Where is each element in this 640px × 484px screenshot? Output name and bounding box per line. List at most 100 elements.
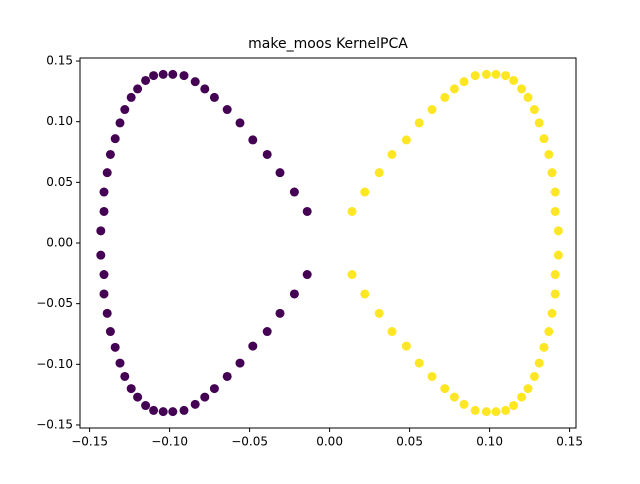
point [99, 206, 109, 216]
point [523, 384, 533, 394]
point [209, 384, 219, 394]
point [179, 71, 189, 81]
point [102, 308, 112, 318]
point [529, 105, 539, 115]
point [99, 187, 109, 197]
point [517, 84, 527, 94]
point [481, 407, 491, 417]
point [102, 168, 112, 178]
point [149, 71, 159, 81]
point [427, 371, 437, 381]
point [141, 75, 151, 85]
point [360, 187, 370, 197]
point [275, 308, 285, 318]
point [449, 392, 459, 402]
point [534, 118, 544, 128]
point [440, 384, 450, 394]
y-tick-label: 0.00 [46, 236, 73, 250]
point [449, 84, 459, 94]
point [289, 187, 299, 197]
point [534, 358, 544, 368]
point [491, 69, 501, 79]
point [190, 399, 200, 409]
point [517, 392, 527, 402]
x-tick-label: 0.15 [556, 435, 583, 449]
point [491, 407, 501, 417]
point [459, 399, 469, 409]
point [553, 250, 563, 260]
point [222, 371, 232, 381]
point [133, 392, 143, 402]
point [222, 105, 232, 115]
point [105, 327, 115, 337]
point [209, 92, 219, 102]
point [414, 118, 424, 128]
point [550, 270, 560, 280]
x-tick-label: −0.15 [71, 435, 108, 449]
point [262, 149, 272, 159]
point [149, 405, 159, 415]
point [289, 289, 299, 299]
point [544, 327, 554, 337]
point [302, 206, 312, 216]
point [133, 84, 143, 94]
point [470, 71, 480, 81]
point [179, 405, 189, 415]
point [347, 206, 357, 216]
point [539, 134, 549, 144]
point [501, 71, 511, 81]
point [120, 105, 130, 115]
chart-title: make_moos KernelPCA [248, 36, 408, 52]
point [158, 407, 168, 417]
x-tick-label: −0.05 [231, 435, 268, 449]
point [547, 308, 557, 318]
point [360, 289, 370, 299]
point [190, 77, 200, 87]
point [110, 134, 120, 144]
point [105, 149, 115, 159]
point [550, 206, 560, 216]
x-tick-label: 0.00 [316, 435, 343, 449]
point [120, 371, 130, 381]
point [501, 405, 511, 415]
point [200, 84, 210, 94]
y-tick-label: −0.05 [36, 296, 73, 310]
point [141, 401, 151, 411]
y-tick-label: −0.15 [36, 417, 73, 431]
point [96, 250, 106, 260]
point [126, 92, 136, 102]
point [115, 118, 125, 128]
point [387, 327, 397, 337]
point [401, 135, 411, 145]
point [553, 226, 563, 236]
point [547, 168, 557, 178]
y-tick-label: 0.15 [46, 54, 73, 68]
point [509, 75, 519, 85]
point [96, 226, 106, 236]
point [459, 77, 469, 87]
point [539, 342, 549, 352]
x-tick-label: 0.10 [476, 435, 503, 449]
point [110, 342, 120, 352]
point [374, 168, 384, 178]
point [509, 401, 519, 411]
x-tick-label: −0.10 [151, 435, 188, 449]
point [401, 341, 411, 351]
point [550, 187, 560, 197]
point [235, 358, 245, 368]
point [99, 289, 109, 299]
point [262, 327, 272, 337]
point [275, 168, 285, 178]
point [302, 270, 312, 280]
y-tick-label: −0.10 [36, 357, 73, 371]
point [470, 405, 480, 415]
point [347, 270, 357, 280]
point [440, 92, 450, 102]
point [200, 392, 210, 402]
point [248, 135, 258, 145]
point [481, 69, 491, 79]
point [168, 69, 178, 79]
y-tick-label: 0.05 [46, 175, 73, 189]
point [168, 407, 178, 417]
